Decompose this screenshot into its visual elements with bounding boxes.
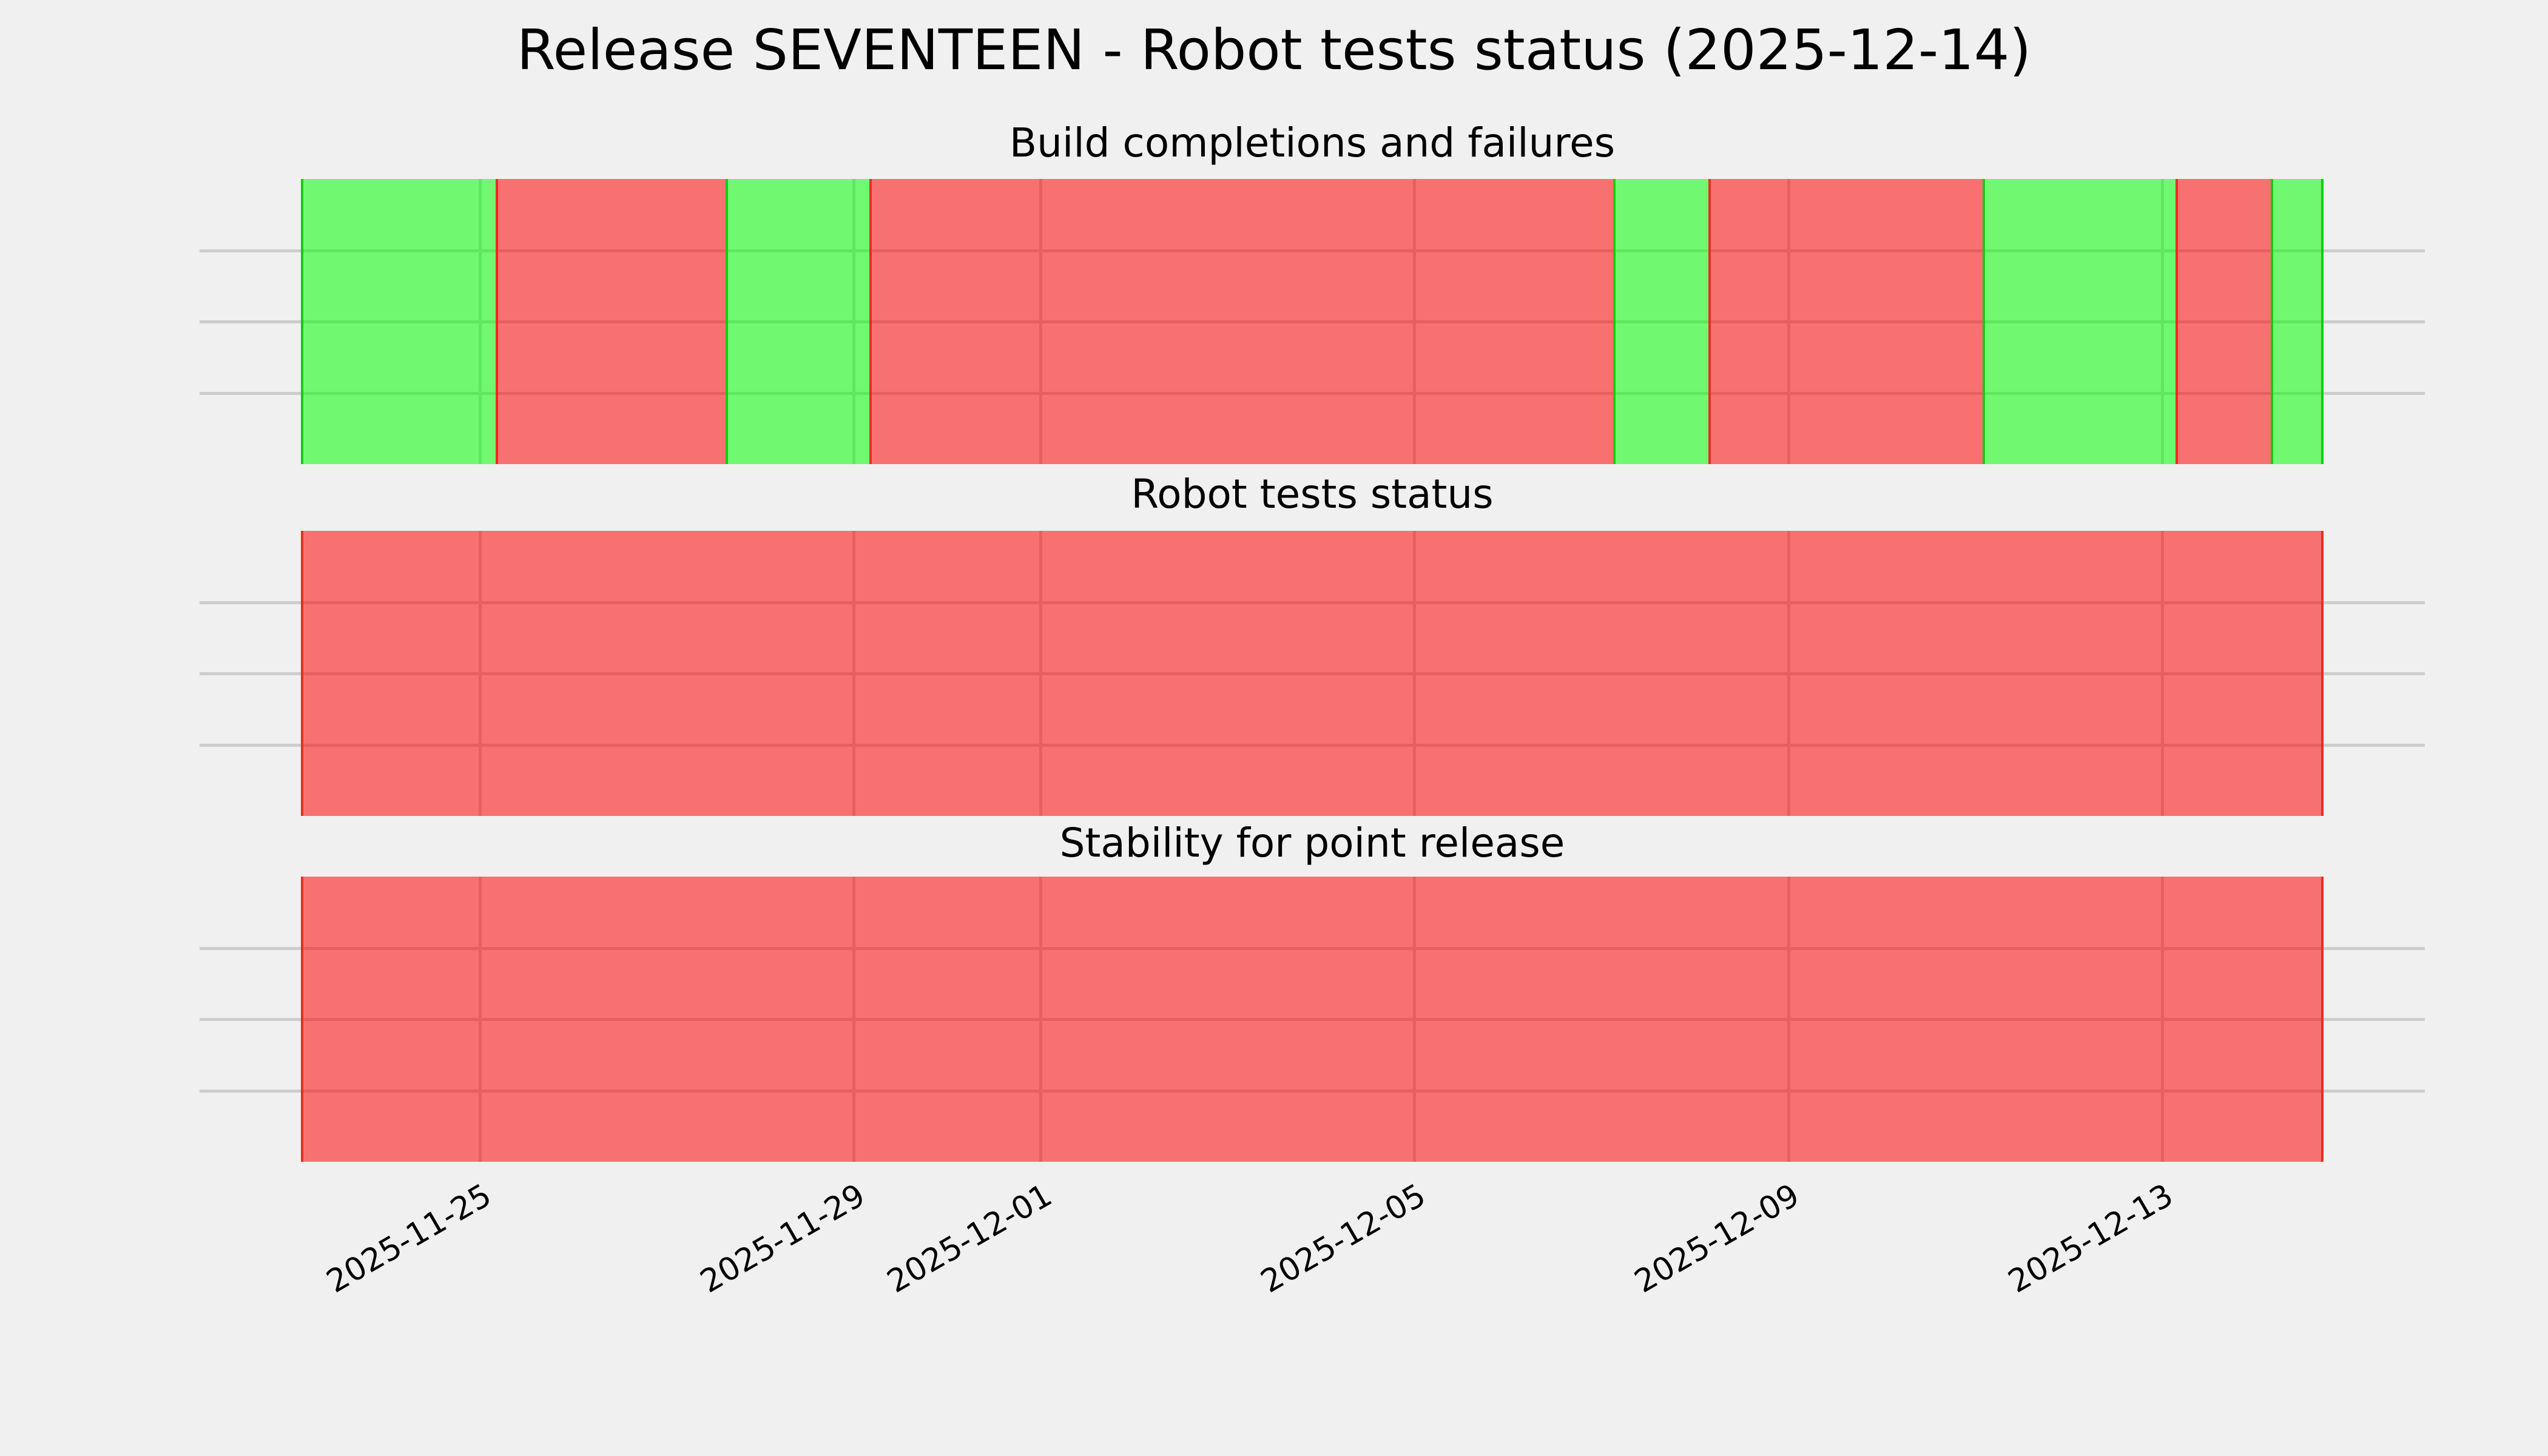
subplot-title-build-completions: Build completions and failures xyxy=(1009,120,1616,166)
timeline-bands-stability xyxy=(301,877,2324,1162)
status-band-pass xyxy=(2271,179,2324,464)
x-tick-label: 2025-11-29 xyxy=(694,1177,872,1301)
x-tick-label: 2025-11-25 xyxy=(320,1177,498,1301)
timeline-bands-robot-tests xyxy=(301,531,2324,816)
timeline-bands-build-completions xyxy=(301,179,2324,464)
subplot-axes-build-completions xyxy=(200,179,2425,464)
figure-title: Release SEVENTEEN - Robot tests status (… xyxy=(516,18,2032,83)
status-band-fail xyxy=(2176,179,2271,464)
x-tick-label: 2025-12-13 xyxy=(2002,1177,2180,1301)
x-tick-label: 2025-12-09 xyxy=(1628,1177,1806,1301)
x-tick-label: 2025-12-05 xyxy=(1255,1177,1432,1301)
status-band-fail xyxy=(301,877,2324,1162)
status-band-pass xyxy=(1613,179,1708,464)
status-band-pass xyxy=(1983,179,2176,464)
x-tick-label: 2025-12-01 xyxy=(881,1177,1059,1301)
subplot-axes-robot-tests xyxy=(200,531,2425,816)
status-band-fail xyxy=(495,179,726,464)
status-band-fail xyxy=(869,179,1613,464)
status-band-pass xyxy=(725,179,869,464)
subplot-axes-stability xyxy=(200,877,2425,1162)
status-band-fail xyxy=(1708,179,1983,464)
subplot-title-robot-tests: Robot tests status xyxy=(1131,471,1494,517)
status-band-fail xyxy=(301,531,2324,816)
subplot-title-stability: Stability for point release xyxy=(1059,820,1565,866)
status-band-pass xyxy=(301,179,496,464)
